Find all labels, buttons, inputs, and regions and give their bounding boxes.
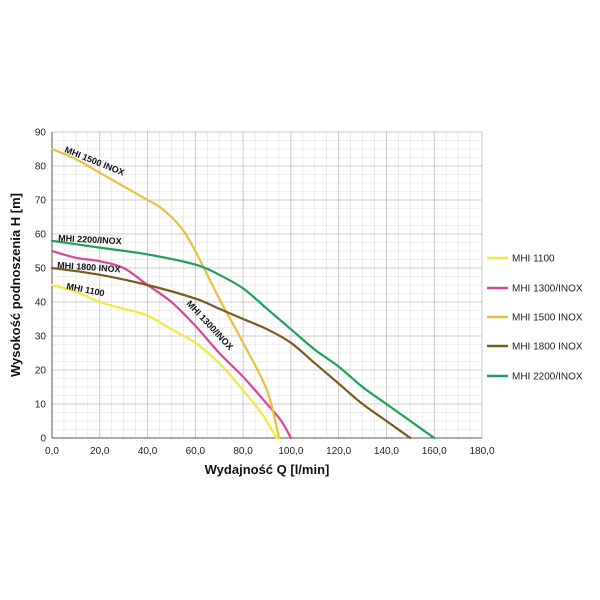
series-line-2: [50, 249, 292, 440]
x-tick-label: 60,0: [186, 446, 206, 457]
x-tick-label: 100,0: [278, 446, 303, 457]
legend-entry: MHI 1100: [512, 254, 555, 265]
series-line-1: [50, 283, 278, 440]
y-tick-label: 80: [35, 162, 47, 173]
x-axis-title: Wydajność Q [l/min]: [205, 462, 330, 477]
y-tick-label: 70: [35, 196, 47, 207]
series-line-4: [50, 266, 412, 440]
legend-entry: MHI 2200/INOX: [512, 372, 583, 383]
series-line-3: [50, 147, 281, 440]
legend: MHI 1100 MHI 1300/INOX MHI 1500 INOX MHI 18…: [487, 254, 583, 383]
x-tick-label: 20,0: [90, 446, 110, 457]
y-tick-label: 20: [35, 366, 47, 377]
x-tick-labels: 0,0 20,0 40,0 60,0 80,0 100,0 120,0 140,0 160,0 1…: [45, 446, 495, 457]
curve-label: MHI 2200/INOX: [58, 233, 122, 246]
x-tick-label: 120,0: [326, 446, 351, 457]
series-line-5: [50, 239, 436, 440]
y-tick-label: 10: [35, 400, 47, 411]
legend-entry: MHI 1800 INOX: [512, 342, 583, 353]
y-tick-label: 50: [35, 264, 47, 275]
x-tick-label: 80,0: [233, 446, 253, 457]
x-tick-label: 160,0: [422, 446, 447, 457]
curve-label: MHI 1500 INOX: [63, 145, 126, 178]
x-tick-label: 40,0: [138, 446, 158, 457]
y-tick-label: 40: [35, 298, 47, 309]
series-lines: [50, 147, 436, 440]
legend-entry: MHI 1500 INOX: [512, 313, 583, 324]
y-tick-labels: 0 10 20 30 40 50 60 70 80 90: [35, 128, 47, 445]
y-tick-label: 30: [35, 332, 47, 343]
y-tick-label: 60: [35, 230, 47, 241]
x-tick-label: 180,0: [469, 446, 494, 457]
legend-entry: MHI 1300/INOX: [512, 284, 583, 295]
y-tick-label: 90: [35, 128, 47, 139]
x-tick-label: 0,0: [45, 446, 59, 457]
y-axis-title: Wysokość podnoszenia H [m]: [8, 193, 23, 377]
y-tick-label: 0: [40, 434, 46, 445]
curve-label: MHI 1800 INOX: [57, 260, 121, 274]
x-tick-label: 140,0: [374, 446, 399, 457]
